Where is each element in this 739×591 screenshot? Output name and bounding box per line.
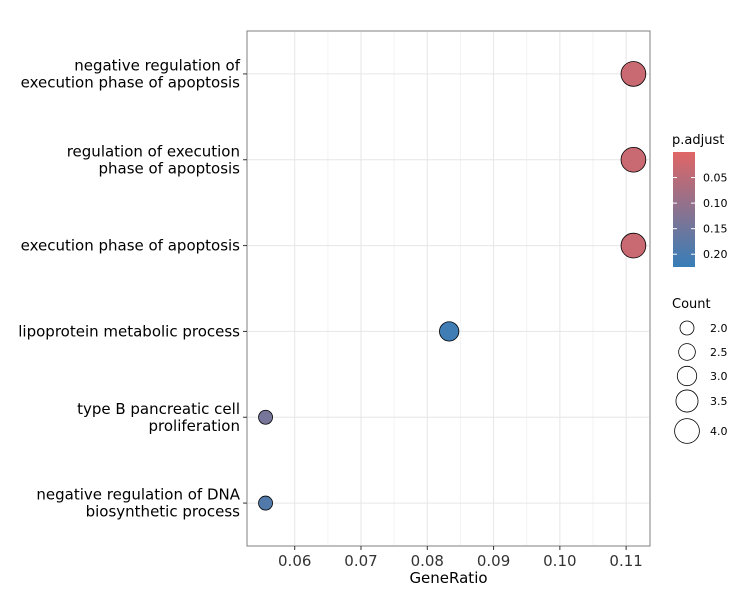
color-legend-title: p.adjust: [672, 133, 724, 148]
data-points: [258, 61, 647, 511]
color-legend-label: 0.05: [703, 172, 728, 185]
size-legend-key: [674, 418, 700, 444]
size-legend-key: [678, 343, 696, 361]
color-legend: p.adjust 0.05 0.10 0.15 0.20: [672, 133, 728, 267]
data-point: [620, 146, 647, 173]
x-tick-label: 0.08: [411, 552, 444, 570]
y-tick-label: negative regulation of execution phase of…: [21, 56, 241, 91]
y-axis: negative regulation of DNA biosynthetic p…: [18, 56, 247, 521]
size-legend-label: 3.0: [710, 370, 728, 383]
data-point: [439, 321, 460, 342]
size-legend-key: [675, 389, 699, 413]
size-legend-label: 2.5: [710, 346, 728, 359]
x-tick-label: 0.06: [278, 552, 311, 570]
size-legend-label: 4.0: [710, 425, 728, 438]
color-legend-label: 0.15: [703, 223, 728, 236]
size-legend-label: 3.5: [710, 395, 728, 408]
x-tick-label: 0.09: [477, 552, 510, 570]
y-tick-label: type B pancreatic cell proliferation: [77, 400, 240, 435]
y-tick-label: lipoprotein metabolic process: [18, 322, 240, 340]
data-point: [258, 409, 273, 425]
y-tick-label: negative regulation of DNA biosynthetic p…: [36, 486, 240, 521]
color-legend-label: 0.10: [703, 197, 728, 210]
size-legend-label: 2.0: [710, 322, 728, 335]
data-point: [620, 232, 647, 259]
x-tick-label: 0.07: [344, 552, 377, 570]
x-axis: 0.06 0.07 0.08 0.09 0.10 0.11: [278, 546, 643, 570]
color-legend-label: 0.20: [703, 248, 728, 261]
plot-panel: [246, 30, 651, 547]
size-legend-key: [679, 320, 695, 336]
size-legend-key: [676, 365, 698, 387]
x-axis-title: GeneRatio: [409, 569, 487, 587]
y-tick-label: regulation of execution phase of apoptosi…: [67, 142, 240, 177]
size-legend: Count 2.0 2.5 3.0 3.5 4.0: [672, 297, 728, 444]
size-legend-title: Count: [672, 297, 711, 312]
data-point: [258, 495, 273, 511]
y-tick-label: execution phase of apoptosis: [21, 237, 241, 255]
color-legend-bar: [673, 152, 695, 267]
x-tick-label: 0.11: [609, 552, 642, 570]
data-point: [620, 61, 647, 87]
x-tick-label: 0.10: [543, 552, 576, 570]
